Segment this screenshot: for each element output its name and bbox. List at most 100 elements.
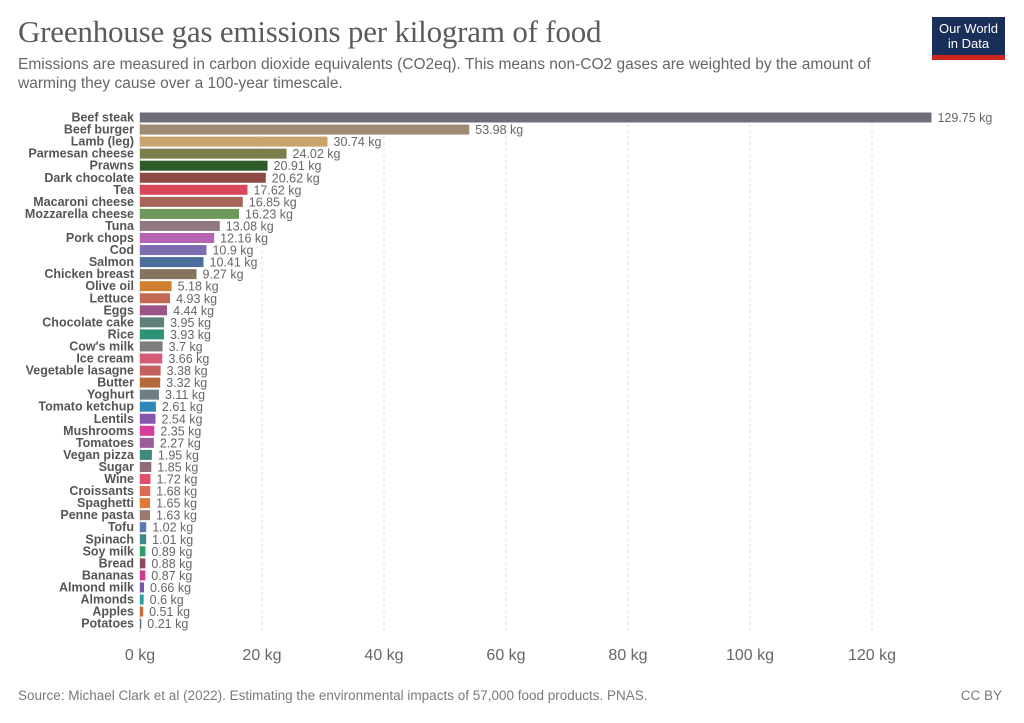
bar-row[interactable]: Eggs 4.44 kg [103,303,214,318]
bar-row[interactable]: Tofu 1.02 kg [108,520,193,535]
bar-row[interactable]: Beef steak 129.75 kg [71,111,992,126]
category-label: Dark chocolate [44,171,134,185]
value-label: 2.54 kg [161,412,202,426]
bar-row[interactable]: Butter 3.32 kg [97,376,207,391]
bar-row[interactable]: Lentils 2.54 kg [94,412,203,427]
bar[interactable] [140,281,172,292]
bar[interactable] [140,184,248,195]
bar[interactable] [140,305,168,316]
bar-row[interactable]: Mushrooms 2.35 kg [63,424,201,439]
bar[interactable] [140,172,266,183]
bar-row[interactable]: Dark chocolate 20.62 kg [44,171,319,186]
bar-row[interactable]: Tuna 13.08 kg [105,219,274,234]
bar[interactable] [140,377,161,388]
bar[interactable] [140,245,207,256]
bar-row[interactable]: Vegetable lasagne 3.38 kg [26,364,208,379]
bar[interactable] [140,353,163,364]
bar-row[interactable]: Penne pasta 1.63 kg [60,508,197,523]
bar-row[interactable]: Macaroni cheese 16.85 kg [33,195,297,210]
bar-row[interactable]: Bananas 0.87 kg [82,568,192,583]
value-label: 3.93 kg [170,328,211,342]
bar[interactable] [140,534,147,545]
bar[interactable] [140,317,165,328]
category-label: Chicken breast [44,267,134,281]
bar[interactable] [140,220,220,231]
bar-row[interactable]: Soy milk 0.89 kg [83,544,193,559]
bar[interactable] [140,112,932,123]
bar[interactable] [140,618,142,629]
bar[interactable] [140,293,171,304]
bar[interactable] [140,461,152,472]
bar-row[interactable]: Bread 0.88 kg [99,556,193,571]
bar[interactable] [140,510,150,521]
bar-row[interactable]: Tomatoes 2.27 kg [76,436,201,451]
bar-row[interactable]: Lettuce 4.93 kg [90,291,218,306]
bar-row[interactable]: Vegan pizza 1.95 kg [63,448,199,463]
bar-row[interactable]: Mozzarella cheese 16.23 kg [25,207,293,222]
bar[interactable] [140,341,163,352]
bar-row[interactable]: Ice cream 3.66 kg [76,352,209,367]
bar[interactable] [140,148,287,159]
bar-row[interactable]: Yoghurt 3.11 kg [87,388,205,403]
bar[interactable] [140,570,146,581]
bar[interactable] [140,498,151,509]
bar-row[interactable]: Parmesan cheese 24.02 kg [28,147,340,162]
x-tick-label: 80 kg [608,647,647,664]
bar-row[interactable]: Apples 0.51 kg [92,605,190,620]
bar[interactable] [140,474,151,484]
bar-row[interactable]: Chocolate cake 3.95 kg [42,315,211,330]
bar-row[interactable]: Rice 3.93 kg [108,327,211,342]
bar[interactable] [140,329,164,340]
bar[interactable] [140,269,197,280]
bar-row[interactable]: Tea 17.62 kg [113,183,301,198]
bar[interactable] [140,558,146,569]
license-link[interactable]: CC BY [960,688,1002,703]
bar-row[interactable]: Cod 10.9 kg [110,243,254,257]
bar-row[interactable]: Tomato ketchup 2.61 kg [38,400,203,415]
bar-row[interactable]: Lamb (leg) 30.74 kg [71,135,382,150]
bar[interactable] [140,124,470,135]
bar[interactable] [140,425,155,436]
value-label: 3.7 kg [169,340,203,354]
bar[interactable] [140,546,146,557]
bar-row[interactable]: Spaghetti 1.65 kg [77,496,197,511]
bar-row[interactable]: Beef burger 53.98 kg [64,123,523,138]
bar-row[interactable]: Wine 1.72 kg [104,472,197,487]
bar-row[interactable]: Chicken breast 9.27 kg [44,267,243,282]
category-label: Tomato ketchup [38,400,134,414]
value-label: 16.85 kg [249,195,297,209]
bar[interactable] [140,437,154,448]
bar-row[interactable]: Croissants 1.68 kg [69,484,197,499]
bar[interactable] [140,208,240,219]
bar[interactable] [140,233,215,243]
owid-logo[interactable]: Our World in Data [932,17,1005,60]
bar[interactable] [140,389,159,400]
bar-row[interactable]: Salmon 10.41 kg [89,255,258,270]
logo-line-2: in Data [947,36,990,51]
bar[interactable] [140,160,268,171]
bar[interactable] [140,606,144,617]
bar-row[interactable]: Prawns 20.91 kg [90,159,322,174]
bar[interactable] [140,257,204,268]
bar-row[interactable]: Potatoes 0.21 kg [81,617,188,632]
bar-row[interactable]: Almonds 0.6 kg [81,593,184,608]
bar[interactable] [140,522,147,533]
bar-row[interactable]: Sugar 1.85 kg [99,460,199,475]
bar[interactable] [140,594,144,605]
bar[interactable] [140,582,145,593]
bar-row[interactable]: Almond milk 0.66 kg [59,580,191,595]
bar-row[interactable]: Spinach 1.01 kg [85,532,193,547]
value-label: 1.65 kg [156,497,197,511]
bar-row[interactable]: Pork chops 12.16 kg [66,231,268,246]
bar[interactable] [140,365,161,376]
category-label: Eggs [103,303,134,317]
category-label: Wine [104,472,134,486]
bar[interactable] [140,486,151,497]
bar[interactable] [140,413,156,424]
bar[interactable] [140,449,152,460]
bar[interactable] [140,401,156,412]
bar[interactable] [140,136,328,147]
bar[interactable] [140,196,243,207]
bar-row[interactable]: Olive oil 5.18 kg [85,279,218,294]
bar-row[interactable]: Cow's milk 3.7 kg [69,339,202,354]
